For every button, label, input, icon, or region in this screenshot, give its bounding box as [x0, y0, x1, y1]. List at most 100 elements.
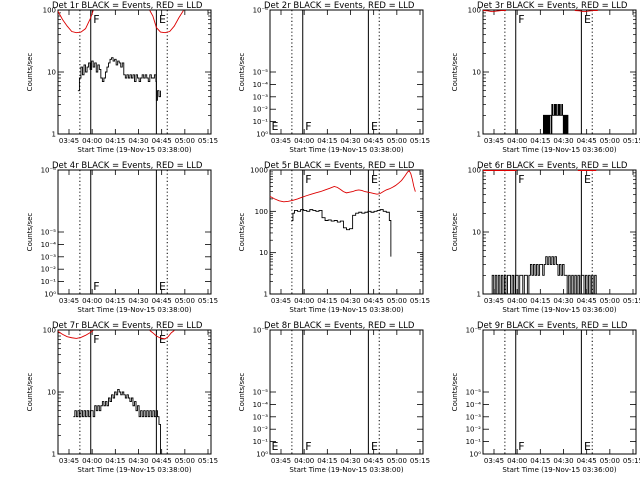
- marker-e: E: [371, 120, 378, 133]
- x-tick-label: 05:15: [198, 137, 218, 145]
- marker-e: E: [371, 173, 378, 186]
- y-tick-label: 100: [468, 7, 481, 15]
- marker-e: E: [584, 173, 591, 186]
- x-tick-label: 04:15: [317, 297, 337, 305]
- y-axis-label: Counts/sec: [451, 53, 459, 92]
- x-tick-label: 05:00: [387, 297, 407, 305]
- chart-title: Det 7r BLACK = Events, RED = LLD: [52, 321, 203, 331]
- y-tick-label: 10⁻³: [253, 413, 269, 421]
- events-series-line: [542, 103, 569, 135]
- y-axis-label: Counts/sec: [238, 53, 246, 92]
- marker-e: E: [371, 440, 378, 453]
- x-tick-label: 05:00: [600, 137, 620, 145]
- x-axis-label: Start Time (19-Nov-15 03:38:00): [77, 466, 191, 474]
- x-tick-label: 05:15: [410, 297, 430, 305]
- y-axis-label: Counts/sec: [238, 213, 246, 252]
- plot-frame: [57, 329, 212, 455]
- y-tick-label: 1000: [250, 167, 268, 175]
- x-tick-label: 04:45: [364, 297, 384, 305]
- marker-e: E: [584, 13, 591, 26]
- marker-f: F: [518, 440, 524, 453]
- plot-frame: [269, 169, 424, 295]
- detector-panel: Det 6r BLACK = Events, RED = LLD 1 10 100 03…: [451, 161, 640, 314]
- x-tick-label: 04:30: [553, 137, 573, 145]
- x-tick-label: 04:30: [128, 457, 148, 465]
- x-tick-label: 05:00: [175, 457, 195, 465]
- detector-panel: Det 5r BLACK = Events, RED = LLD 1 10 100 10…: [238, 161, 430, 314]
- x-tick-label: 03:45: [484, 457, 504, 465]
- x-tick-label: 04:30: [340, 137, 360, 145]
- y-tick-label: 100: [255, 208, 268, 216]
- y-tick-label: 100: [468, 167, 481, 175]
- y-tick-label: 10: [47, 389, 56, 397]
- y-tick-label: 10⁻⁶: [253, 327, 269, 335]
- x-axis-label: Start Time (19-Nov-15 03:38:00): [77, 146, 191, 154]
- y-tick-label: 10⁻²: [253, 426, 269, 434]
- chart-title: Det 2r BLACK = Events, RED = LLD: [264, 1, 415, 11]
- x-tick-label: 04:00: [294, 297, 314, 305]
- y-tick-label: 1: [52, 451, 56, 459]
- y-tick-label: 10⁰: [256, 131, 268, 139]
- x-tick-label: 03:45: [484, 137, 504, 145]
- x-tick-label: 05:00: [175, 297, 195, 305]
- x-tick-label: 04:30: [128, 137, 148, 145]
- y-tick-label: 10⁻⁴: [253, 401, 269, 409]
- lld-series-line: [269, 170, 416, 203]
- y-tick-label: 10⁻⁵: [253, 389, 269, 397]
- x-tick-label: 03:45: [59, 297, 79, 305]
- chart-title: Det 8r BLACK = Events, RED = LLD: [264, 321, 415, 331]
- marker-f: F: [518, 173, 524, 186]
- detector-panel: Det 4r BLACK = Events, RED = LLD 10⁰ 10⁻¹ 1…: [26, 161, 218, 314]
- y-tick-label: 10: [472, 69, 481, 77]
- x-tick-label: 05:00: [175, 137, 195, 145]
- y-tick-label: 10⁻³: [41, 253, 57, 261]
- x-tick-label: 04:00: [82, 297, 102, 305]
- marker-e: E: [272, 440, 279, 453]
- marker-f: F: [93, 333, 99, 346]
- y-axis-label: Counts/sec: [26, 373, 34, 412]
- x-tick-label: 04:45: [152, 297, 172, 305]
- x-tick-label: 04:45: [364, 137, 384, 145]
- y-tick-label: 10⁻²: [253, 106, 269, 114]
- y-tick-label: 100: [43, 327, 56, 335]
- x-tick-label: 04:15: [105, 457, 125, 465]
- marker-f: F: [305, 173, 311, 186]
- y-tick-label: 10⁻²: [41, 266, 57, 274]
- x-tick-label: 04:15: [105, 137, 125, 145]
- x-tick-label: 04:15: [530, 137, 550, 145]
- detector-panel: Det 2r BLACK = Events, RED = LLD 10⁰ 10⁻¹ 1…: [238, 1, 430, 154]
- y-tick-label: 10⁻⁴: [41, 241, 57, 249]
- y-tick-label: 10: [259, 249, 268, 257]
- y-tick-label: 10⁻²: [466, 426, 482, 434]
- chart-title: Det 4r BLACK = Events, RED = LLD: [52, 161, 203, 171]
- detector-panel: Det 3r BLACK = Events, RED = LLD 1 10 100 03…: [451, 1, 640, 154]
- x-tick-label: 04:00: [294, 457, 314, 465]
- marker-f: F: [518, 13, 524, 26]
- x-tick-label: 05:15: [623, 137, 640, 145]
- x-tick-label: 03:45: [59, 457, 79, 465]
- marker-f: F: [93, 280, 99, 293]
- y-tick-label: 100: [43, 7, 56, 15]
- y-tick-label: 10⁻⁴: [253, 81, 269, 89]
- lld-series-line: [57, 330, 94, 339]
- x-tick-label: 04:30: [128, 297, 148, 305]
- x-tick-label: 05:15: [623, 297, 640, 305]
- marker-e: E: [159, 13, 166, 26]
- y-tick-label: 10⁻¹: [466, 438, 482, 446]
- y-tick-label: 10: [472, 229, 481, 237]
- detector-panel: Det 9r BLACK = Events, RED = LLD 10⁰ 10⁻¹ 1…: [451, 321, 640, 474]
- x-tick-label: 03:45: [271, 297, 291, 305]
- x-tick-label: 04:15: [105, 297, 125, 305]
- x-tick-label: 04:15: [317, 457, 337, 465]
- plot-frame: [269, 9, 424, 135]
- y-tick-label: 10⁻⁶: [41, 167, 57, 175]
- marker-e: E: [159, 333, 166, 346]
- y-axis-label: Counts/sec: [451, 213, 459, 252]
- x-axis-label: Start Time (19-Nov-15 03:38:00): [289, 146, 403, 154]
- x-tick-label: 03:45: [484, 297, 504, 305]
- x-tick-label: 05:15: [198, 457, 218, 465]
- y-tick-label: 10⁻⁵: [41, 229, 57, 237]
- y-tick-label: 1: [52, 131, 56, 139]
- x-tick-label: 04:00: [82, 137, 102, 145]
